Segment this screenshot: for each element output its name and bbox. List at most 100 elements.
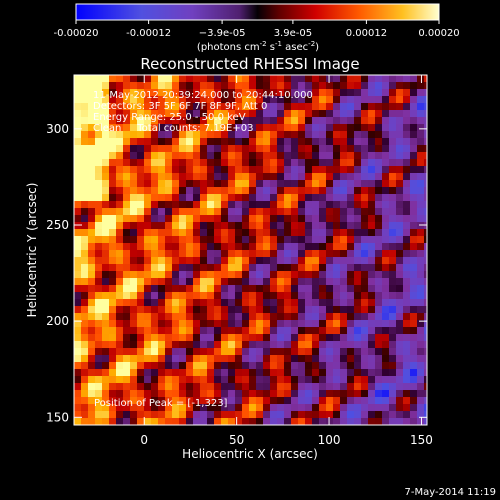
heatmap-cell [368,243,376,251]
heatmap-cell [361,278,369,286]
heatmap-cell [298,390,306,398]
heatmap-cell [389,229,397,237]
heatmap-cell [193,418,201,425]
heatmap-cell [375,327,383,335]
heatmap-cell [207,194,215,202]
heatmap-cell [81,110,89,118]
heatmap-cell [249,194,257,202]
heatmap-cell [403,397,411,405]
heatmap-cell [417,159,425,167]
heatmap-cell [165,327,173,335]
heatmap-cell [144,418,152,425]
heatmap-cell [242,390,250,398]
heatmap-cell [333,215,341,223]
heatmap-cell [242,278,250,286]
heatmap-cell [165,362,173,370]
heatmap-cell [88,131,96,139]
heatmap-cell [305,278,313,286]
heatmap-cell [116,159,124,167]
heatmap-cell [102,285,110,293]
heatmap-cell [277,355,285,363]
heatmap-cell [200,222,208,230]
heatmap-cell [123,383,131,391]
heatmap-cell [88,341,96,349]
heatmap-cell [396,194,404,202]
heatmap-cell [200,271,208,279]
heatmap-cell [200,418,208,425]
heatmap-cell [123,201,131,209]
heatmap-cell [137,341,145,349]
heatmap-cell [263,362,271,370]
heatmap-cell [228,89,236,97]
heatmap-cell [410,355,418,363]
heatmap-cell [347,131,355,139]
heatmap-cell [340,89,348,97]
heatmap-cell [417,299,425,307]
heatmap-cell [214,348,222,356]
heatmap-cell [284,201,292,209]
heatmap-cell [137,215,145,223]
heatmap-cell [375,285,383,293]
heatmap-cell [228,110,236,118]
heatmap-cell [424,334,427,342]
heatmap-cell [88,194,96,202]
heatmap-cell [291,355,299,363]
heatmap-cell [207,278,215,286]
heatmap-cell [424,348,427,356]
heatmap-cell [151,159,159,167]
heatmap-cell [214,187,222,195]
heatmap-cell [130,194,138,202]
heatmap-cell [382,194,390,202]
heatmap-cell [221,201,229,209]
heatmap-cell [95,131,103,139]
heatmap-cell [207,418,215,425]
heatmap-cell [137,397,145,405]
heatmap-cell [396,278,404,286]
heatmap-cell [291,292,299,300]
heatmap-cell [347,334,355,342]
heatmap-cell [284,334,292,342]
heatmap-cell [81,131,89,139]
heatmap-cell [123,418,131,425]
heatmap-cell [270,110,278,118]
heatmap-cell [354,369,362,377]
heatmap-cell [172,306,180,314]
heatmap-cell [123,376,131,384]
heatmap-cell [221,257,229,265]
heatmap-cell [347,173,355,181]
heatmap-cell [235,75,243,83]
heatmap-cell [193,327,201,335]
heatmap-cell [249,271,257,279]
heatmap-cell [151,292,159,300]
heatmap-cell [410,89,418,97]
heatmap-cell [361,369,369,377]
heatmap-cell [235,327,243,335]
heatmap-cell [214,341,222,349]
heatmap-cell [221,271,229,279]
heatmap-cell [165,208,173,216]
heatmap-cell [277,418,285,425]
heatmap-cell [312,166,320,174]
heatmap-cell [144,355,152,363]
heatmap-cell [277,180,285,188]
heatmap-cell [389,110,397,118]
heatmap-cell [375,138,383,146]
heatmap-cell [130,348,138,356]
heatmap-cell [256,103,264,111]
heatmap-cell [228,159,236,167]
heatmap-cell [403,306,411,314]
heatmap-cell [263,201,271,209]
heatmap-cell [284,131,292,139]
heatmap-cell [95,383,103,391]
heatmap-cell [319,306,327,314]
heatmap-cell [375,173,383,181]
heatmap-cell [95,313,103,321]
heatmap-cell [235,201,243,209]
heatmap-cell [116,250,124,258]
heatmap-cell [249,320,257,328]
heatmap-cell [403,299,411,307]
heatmap-cell [81,138,89,146]
heatmap-cell [137,285,145,293]
heatmap-cell [389,75,397,83]
heatmap-cell [256,292,264,300]
